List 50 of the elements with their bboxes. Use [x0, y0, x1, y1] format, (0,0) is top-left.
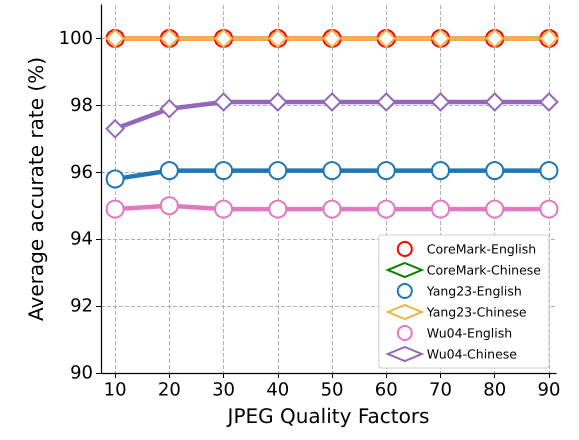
- point: [485, 161, 504, 180]
- legend-label: Wu04-Chinese: [426, 346, 518, 362]
- x-tick-label: 10: [104, 380, 127, 400]
- point: [485, 200, 504, 219]
- point: [485, 92, 504, 112]
- point: [376, 92, 396, 112]
- point: [322, 200, 342, 219]
- point: [539, 92, 558, 112]
- legend-label: Yang23-English: [426, 284, 522, 298]
- point: [431, 161, 450, 180]
- point: [160, 196, 179, 216]
- point: [268, 161, 288, 180]
- point: [376, 161, 396, 180]
- y-axis-title: Average accurate rate (%): [24, 57, 48, 321]
- point: [214, 200, 234, 219]
- point: [106, 119, 125, 138]
- point: [106, 200, 125, 219]
- point: [539, 161, 558, 180]
- x-tick-label: 50: [320, 380, 344, 400]
- y-tick-label: 90: [70, 362, 93, 384]
- point: [431, 200, 450, 219]
- point: [322, 161, 342, 180]
- legend-label: Yang23-Chinese: [426, 304, 527, 320]
- y-tick-label: 100: [58, 28, 93, 49]
- point: [160, 161, 179, 180]
- x-tick-label: 20: [158, 380, 181, 400]
- point: [268, 200, 288, 219]
- x-tick-label: 30: [212, 380, 236, 400]
- x-tick-label: 60: [374, 380, 398, 400]
- x-axis-title: JPEG Quality Factors: [226, 404, 430, 428]
- point: [106, 169, 125, 188]
- point: [322, 92, 342, 112]
- x-tick-label: 80: [483, 380, 506, 400]
- legend-label: CoreMark-English: [426, 242, 536, 256]
- point: [430, 92, 450, 112]
- point: [539, 200, 558, 219]
- point: [214, 92, 234, 112]
- point: [214, 161, 234, 180]
- legend-label: Wu04-English: [426, 326, 512, 340]
- x-tick-label: 70: [429, 380, 452, 400]
- y-tick-label: 98: [70, 94, 93, 116]
- legend-label: CoreMark-Chinese: [426, 262, 542, 278]
- point: [268, 92, 288, 112]
- x-tick-label: 40: [266, 380, 290, 400]
- y-tick-label: 96: [70, 162, 93, 183]
- y-tick-label: 94: [70, 228, 93, 250]
- x-tick-label: 90: [537, 380, 560, 400]
- point: [160, 99, 179, 118]
- point: [376, 200, 396, 219]
- y-tick-label: 92: [70, 296, 93, 317]
